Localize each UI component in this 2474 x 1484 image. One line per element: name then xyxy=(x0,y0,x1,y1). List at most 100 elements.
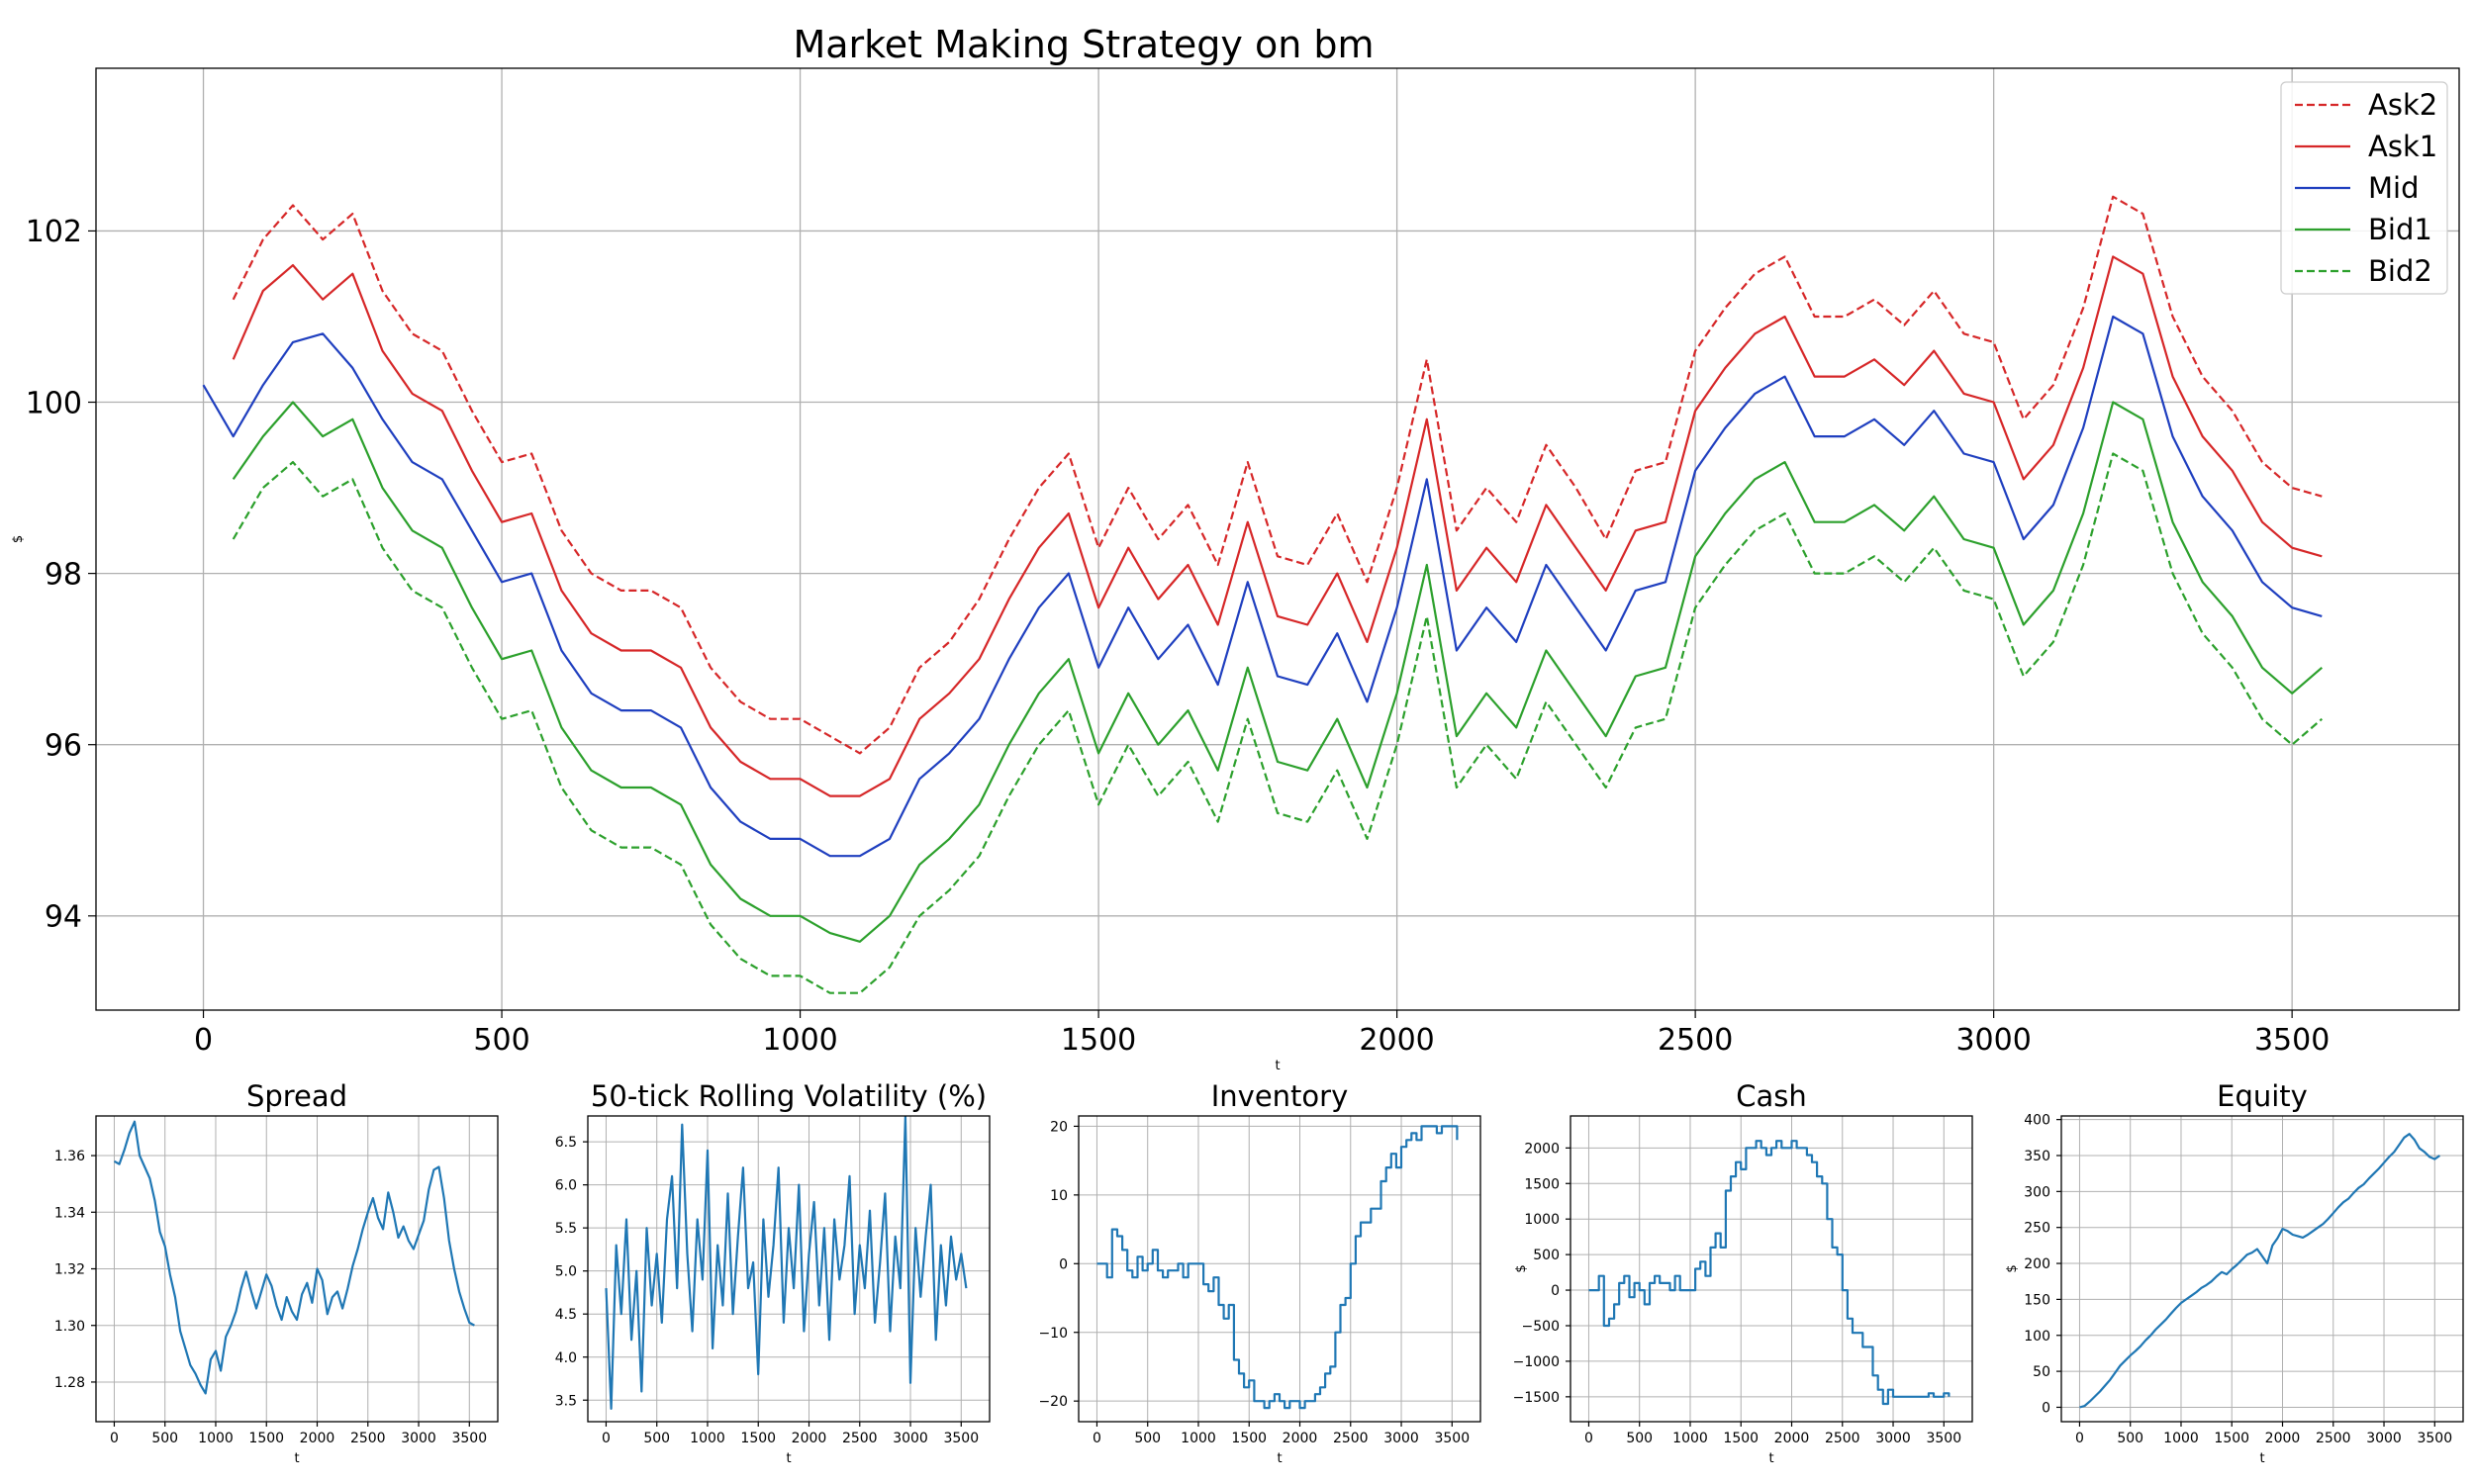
x-axis-label: t xyxy=(786,1451,791,1466)
series-line-ask1 xyxy=(232,255,2323,797)
x-tick-label: 3000 xyxy=(1875,1431,1911,1446)
x-tick-label: 1500 xyxy=(1061,1023,1136,1058)
x-axis-label: t xyxy=(1275,1059,1280,1073)
y-tick-label: 3.5 xyxy=(555,1393,577,1409)
y-tick-label: 1.32 xyxy=(54,1262,85,1278)
y-tick-label: 10 xyxy=(1050,1188,1068,1204)
series-line-bid1 xyxy=(232,401,2324,943)
chart-inventory: 0 500 1000 1500 2000 2500 3000 3500 −20 −10 0 10 20 t… xyxy=(1038,1079,1481,1466)
series-line-bid2 xyxy=(232,452,2324,994)
y-tick-label: −1000 xyxy=(1513,1354,1560,1370)
x-axis-label: t xyxy=(2259,1451,2264,1466)
legend-label-bid2: Bid2 xyxy=(2368,254,2432,288)
x-axis-label: t xyxy=(1277,1451,1282,1466)
x-tick-label: 1500 xyxy=(1231,1431,1267,1446)
y-tick-label: 50 xyxy=(2033,1364,2050,1380)
y-tick-label: 1.36 xyxy=(54,1149,85,1164)
legend-label-bid1: Bid1 xyxy=(2368,213,2432,246)
y-tick-label: 4.5 xyxy=(555,1307,577,1323)
x-tick-label: 1500 xyxy=(2214,1431,2249,1446)
y-tick-label: 1.28 xyxy=(54,1375,85,1391)
y-tick-label: 0 xyxy=(1551,1283,1560,1299)
x-tick-label: 500 xyxy=(2117,1431,2143,1446)
chart-volatility: 0 500 1000 1500 2000 2500 3000 3500 3.5 4.0 4.5 5.0… xyxy=(555,1079,991,1466)
y-tick-label: 102 xyxy=(26,215,82,249)
series-line-equity xyxy=(2079,1133,2441,1409)
x-tick-label: 0 xyxy=(1584,1431,1593,1446)
x-tick-label: 2500 xyxy=(350,1431,386,1446)
x-axis-label: t xyxy=(294,1451,299,1466)
subplot-title: 50-tick Rolling Volatility (%) xyxy=(591,1079,987,1113)
x-tick-label: 1500 xyxy=(1723,1431,1759,1446)
x-tick-label: 1000 xyxy=(2163,1431,2199,1446)
subplot-title: Cash xyxy=(1736,1079,1807,1113)
y-tick-label: 5.5 xyxy=(555,1221,577,1237)
x-tick-label: 0 xyxy=(194,1023,213,1058)
legend-label-mid: Mid xyxy=(2368,171,2420,205)
y-tick-label: 200 xyxy=(2024,1256,2050,1272)
y-tick-label: 2000 xyxy=(1524,1141,1560,1157)
y-tick-label: 94 xyxy=(45,900,82,935)
x-tick-label: 3000 xyxy=(401,1431,436,1446)
subplot-title: Spread xyxy=(246,1079,347,1113)
y-tick-label: −500 xyxy=(1522,1319,1560,1335)
y-tick-label: 100 xyxy=(26,386,82,420)
plot-frame xyxy=(587,1115,991,1423)
y-tick-label: 0 xyxy=(1059,1256,1068,1272)
x-tick-label: 500 xyxy=(1626,1431,1653,1446)
y-tick-label: 1.34 xyxy=(54,1205,85,1221)
x-tick-label: 3500 xyxy=(2254,1023,2330,1058)
subplot-title: Inventory xyxy=(1211,1079,1349,1113)
x-tick-label: 3500 xyxy=(1434,1431,1470,1446)
x-tick-label: 3000 xyxy=(1955,1023,2031,1058)
series-line-cash xyxy=(1588,1140,1951,1406)
y-tick-label: 350 xyxy=(2024,1149,2050,1164)
x-tick-label: 3500 xyxy=(2417,1431,2452,1446)
y-tick-label: 500 xyxy=(1533,1248,1560,1263)
x-tick-label: 3500 xyxy=(451,1431,487,1446)
legend-box xyxy=(2280,81,2448,295)
chart-equity: 0 500 1000 1500 2000 2500 3000 3500 0 50 100 150 200… xyxy=(2005,1079,2464,1466)
chart-spread: 0 500 1000 1500 2000 2500 3000 3500 1.28 1.30 1.32… xyxy=(54,1079,499,1466)
y-tick-label: 1000 xyxy=(1524,1212,1560,1228)
y-tick-label: −10 xyxy=(1038,1326,1068,1342)
y-tick-label: 150 xyxy=(2024,1292,2050,1308)
x-tick-label: 0 xyxy=(110,1431,119,1446)
y-tick-label: 5.0 xyxy=(555,1264,577,1280)
x-tick-label: 2500 xyxy=(1825,1431,1860,1446)
figure-title: Market Making Strategy on bm xyxy=(793,23,1374,66)
x-tick-label: 2000 xyxy=(1283,1431,1318,1446)
legend-label-ask2: Ask2 xyxy=(2368,88,2437,122)
x-tick-label: 3000 xyxy=(2366,1431,2402,1446)
x-tick-label: 2500 xyxy=(1658,1023,1733,1058)
x-tick-label: 1000 xyxy=(762,1023,837,1058)
chart-main: 0 500 1000 1500 2000 2500 3000 3500 94 96 98 100 102… xyxy=(11,67,2460,1073)
x-tick-label: 2500 xyxy=(2316,1431,2351,1446)
plot-frame xyxy=(1570,1115,1973,1423)
y-tick-label: 96 xyxy=(45,729,82,764)
x-tick-label: 2000 xyxy=(1774,1431,1810,1446)
x-tick-label: 1000 xyxy=(1181,1431,1216,1446)
chart-cash: 0 500 1000 1500 2000 2500 3000 3500 −1500 −1000 −5… xyxy=(1513,1079,1973,1466)
legend: Ask2 Ask1 Mid Bid1 Bid2 xyxy=(2280,81,2448,295)
y-tick-label: 300 xyxy=(2024,1184,2050,1200)
y-tick-label: 6.0 xyxy=(555,1178,577,1194)
series-line-ask2 xyxy=(232,195,2323,755)
x-tick-label: 500 xyxy=(1134,1431,1161,1446)
y-tick-label: 20 xyxy=(1050,1119,1068,1135)
plot-frame xyxy=(2060,1115,2464,1423)
series-line-spread xyxy=(113,1120,475,1395)
x-tick-label: 2000 xyxy=(2265,1431,2301,1446)
y-tick-label: 1.30 xyxy=(54,1319,85,1335)
x-tick-label: 1000 xyxy=(1672,1431,1708,1446)
y-tick-label: 100 xyxy=(2024,1329,2050,1345)
x-tick-label: 1000 xyxy=(690,1431,725,1446)
y-tick-label: 400 xyxy=(2024,1113,2050,1129)
x-tick-label: 3000 xyxy=(893,1431,928,1446)
y-axis-label: $ xyxy=(11,535,26,543)
y-tick-label: −1500 xyxy=(1513,1390,1560,1406)
y-tick-label: 6.5 xyxy=(555,1135,577,1151)
y-axis-label: $ xyxy=(2005,1264,2020,1272)
series-line-mid xyxy=(202,315,2323,858)
